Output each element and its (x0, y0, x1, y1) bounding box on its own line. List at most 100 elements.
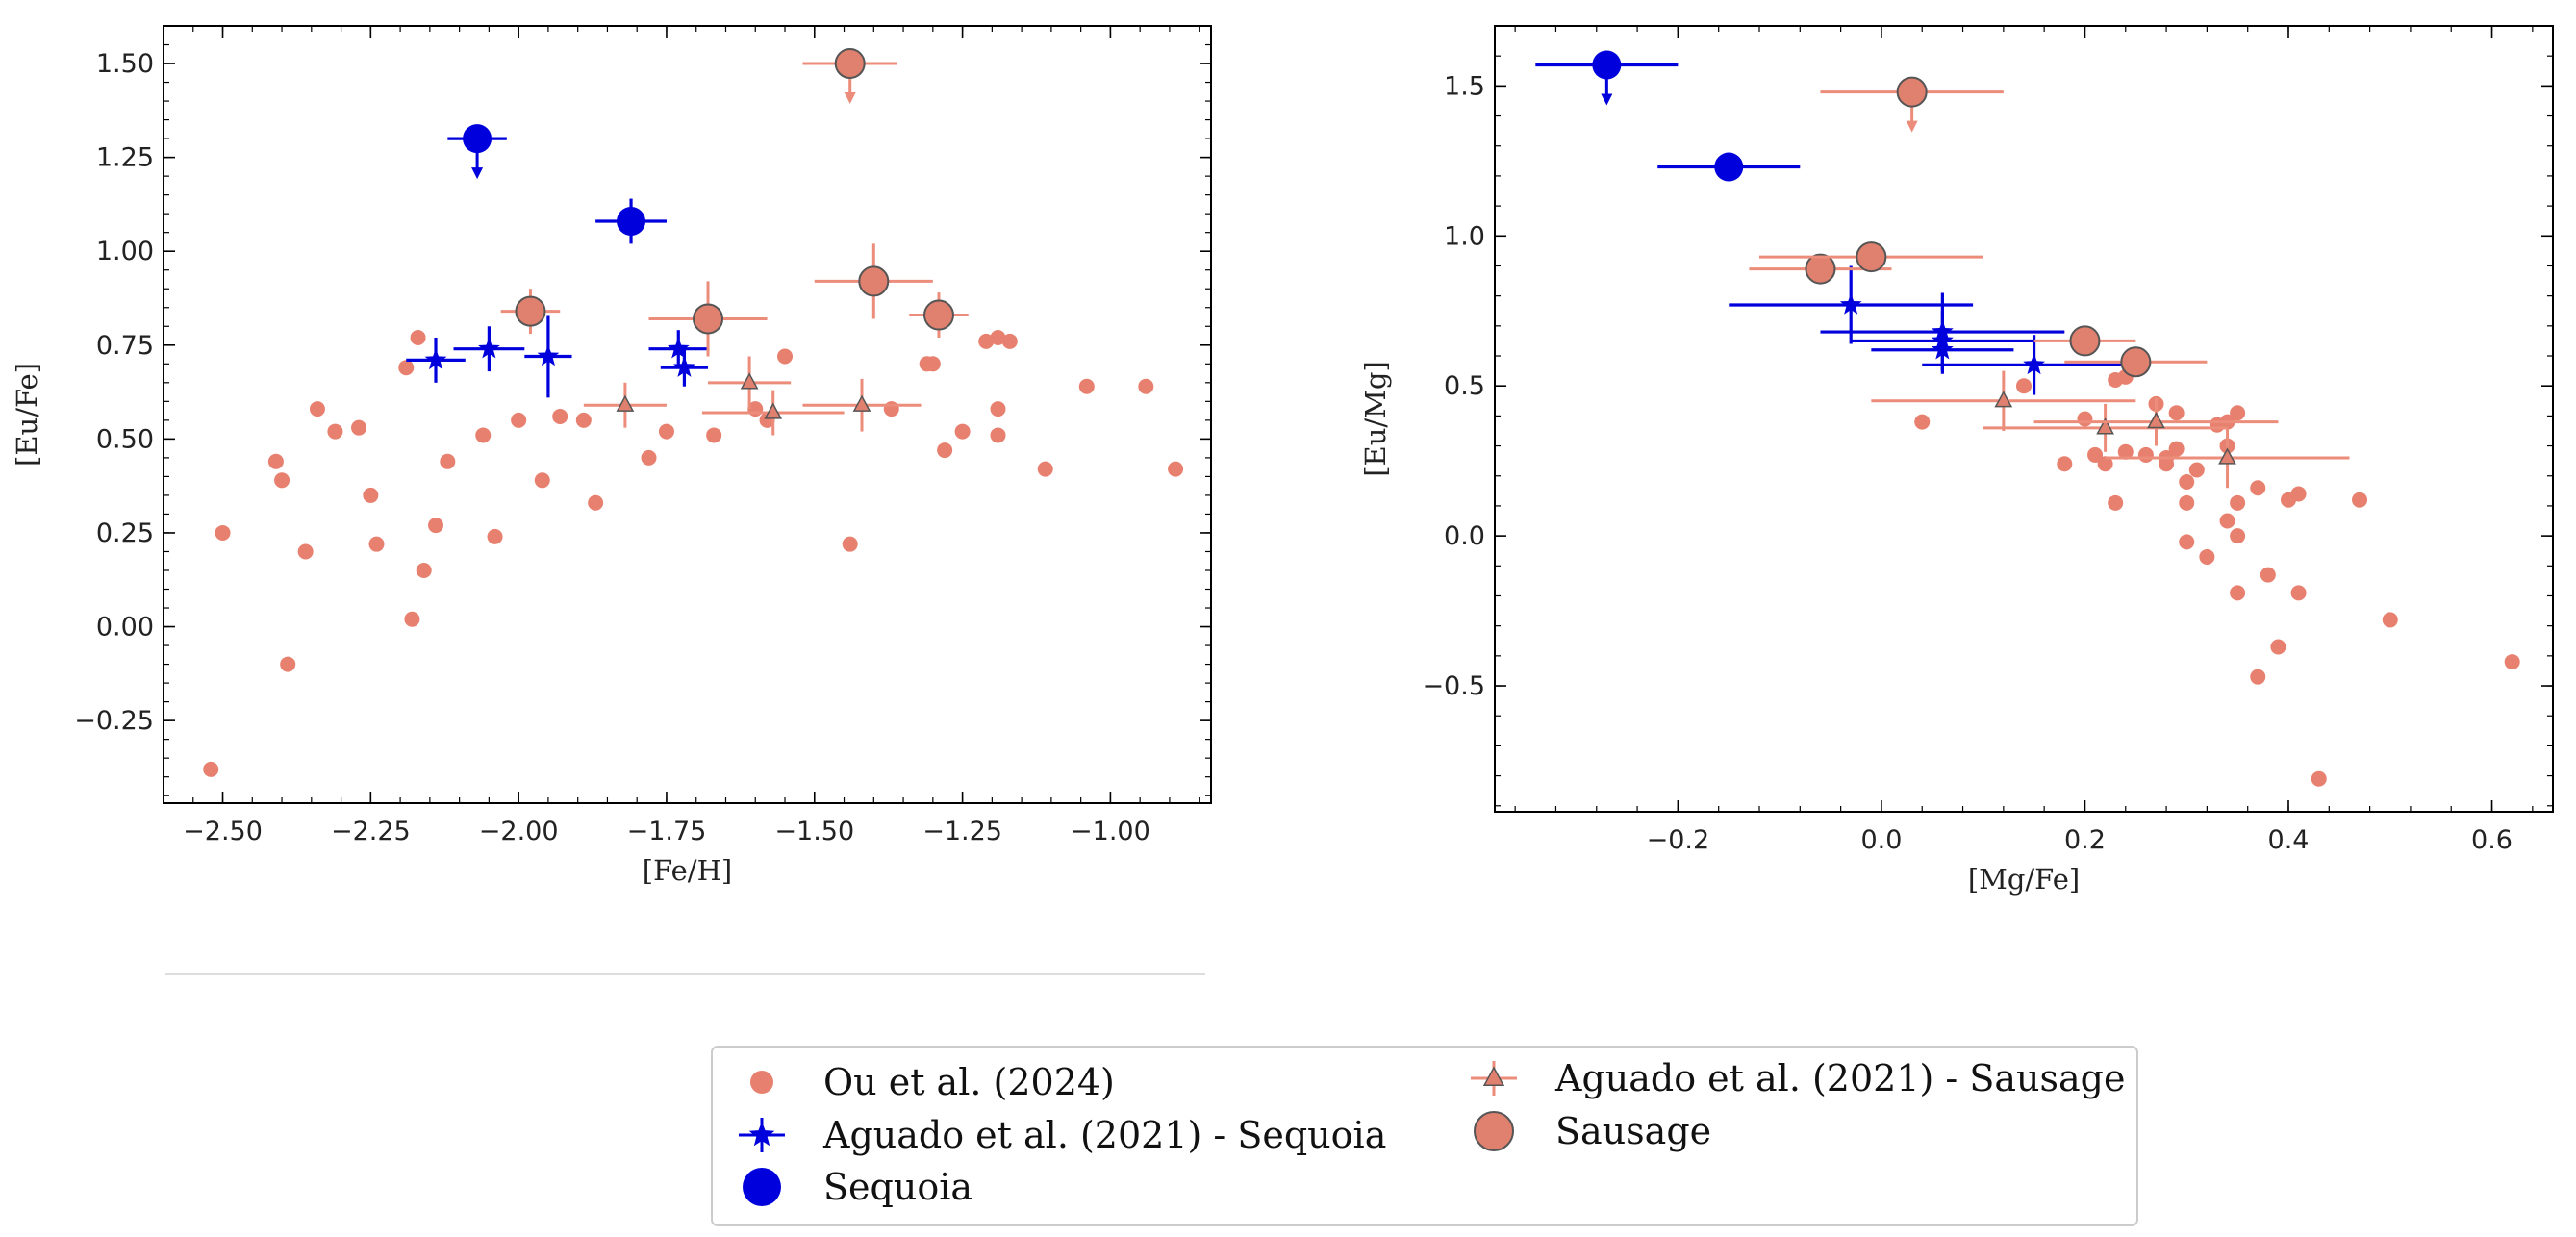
sausage-point (515, 295, 546, 327)
x-axis-label: [Mg/Fe] (1968, 863, 2080, 896)
ou-2024-point (990, 329, 1006, 345)
legend-entry-aguado_sausage: Aguado et al. (2021) - Sausage (1471, 1057, 2125, 1099)
x-tick-label: −2.00 (479, 817, 559, 846)
ou-2024-point (883, 401, 899, 417)
y-axis-label: [Eu/Fe] (11, 363, 43, 467)
legend-label: Aguado et al. (2021) - Sausage (1554, 1057, 2125, 1099)
legend-marker-ou (750, 1071, 773, 1094)
y-tick-label: 1.50 (96, 49, 154, 79)
legend-entry-sausage: Sausage (1474, 1110, 1711, 1152)
ou-2024-point (2199, 548, 2215, 565)
ou-2024-point (575, 412, 592, 428)
x-tick-label: −1.50 (774, 817, 854, 846)
aguado-sausage-point (2096, 417, 2114, 435)
ou-2024-point (2137, 446, 2154, 463)
ou-2024-point (706, 427, 722, 443)
ou-2024-point (2290, 585, 2307, 601)
ou-2024-point (2108, 494, 2124, 511)
ou-2024-point (2087, 446, 2104, 463)
y-tick-label: −0.5 (1422, 671, 1485, 701)
aguado-sequoia-point (424, 348, 447, 370)
ou-2024-point (641, 449, 657, 466)
ou-2024-point (924, 356, 941, 372)
ou-2024-point (2270, 639, 2286, 655)
ou-2024-point (658, 423, 674, 440)
ou-2024-point (309, 401, 325, 417)
ou-2024-point (511, 412, 527, 428)
ou-2024-point (2311, 770, 2327, 787)
ou-2024-point (2504, 654, 2520, 670)
ou-2024-point (297, 543, 314, 560)
sausage-point (2069, 325, 2101, 357)
sequoia-point (1592, 50, 1622, 80)
ou-2024-point (440, 453, 456, 469)
ou-2024-point (777, 348, 794, 365)
aguado-sequoia-point (673, 356, 695, 377)
ou-2024-point (937, 442, 953, 459)
upper-limit-arrow-head (471, 167, 484, 180)
ou-2024-point (368, 536, 385, 552)
ou-2024-point (2168, 441, 2185, 457)
x-tick-label: −1.00 (1071, 817, 1150, 846)
y-tick-label: 1.25 (96, 143, 154, 173)
ou-2024-point (2097, 456, 2113, 472)
x-tick-label: −2.50 (183, 817, 263, 846)
ou-2024-point (2168, 405, 2185, 421)
legend-entry-ou: Ou et al. (2024) (750, 1061, 1115, 1103)
ou-2024-point (2077, 411, 2093, 427)
x-tick-label: 0.0 (1860, 825, 1902, 855)
y-axis-label: [Eu/Mg] (1359, 361, 1392, 477)
ou-2024-point (404, 611, 420, 627)
aguado-sausage-point (1994, 391, 2013, 408)
ou-2024-point (2250, 669, 2266, 685)
sausage-point (922, 299, 954, 331)
legend-entry-sequoia: Sequoia (743, 1166, 972, 1208)
y-tick-label: 0.50 (96, 424, 154, 454)
ou-2024-point (2057, 456, 2073, 472)
legend-marker-triangle (1482, 1066, 1505, 1086)
sausage-point (2120, 346, 2152, 378)
legend: Ou et al. (2024) Aguado et al. (2021) - S… (711, 1046, 2138, 1226)
ou-2024-point (410, 329, 426, 345)
x-tick-label: 0.2 (2064, 825, 2106, 855)
y-tick-label: 1.0 (1444, 221, 1485, 251)
ou-2024-point (990, 401, 1006, 417)
ou-2024-point (1914, 414, 1931, 430)
ou-2024-point (267, 453, 284, 469)
y-tick-label: 0.25 (96, 518, 154, 548)
plot-frame (1494, 25, 2554, 813)
legend-marker-sausage (1474, 1111, 1514, 1151)
ou-2024-point (2250, 480, 2266, 496)
ou-2024-point (428, 518, 444, 534)
sequoia-point (1714, 152, 1744, 182)
ou-2024-point (2230, 585, 2246, 601)
ou-2024-point (990, 427, 1006, 443)
ou-2024-point (487, 528, 503, 544)
sequoia-point (463, 124, 492, 154)
aguado-sequoia-point (478, 337, 500, 359)
aguado-sequoia-point (537, 344, 560, 366)
ou-2024-point (534, 472, 550, 489)
y-tick-label: 0.00 (96, 613, 154, 643)
x-tick-label: 0.4 (2268, 825, 2310, 855)
y-tick-label: 0.0 (1444, 521, 1485, 551)
ou-2024-point (2179, 494, 2195, 511)
ou-2024-point (1037, 461, 1053, 477)
upper-limit-arrow-head (1601, 93, 1613, 106)
ou-2024-point (2159, 456, 2175, 472)
x-tick-label: −1.75 (627, 817, 707, 846)
x-tick-label: 0.6 (2471, 825, 2513, 855)
ou-2024-point (2260, 567, 2276, 583)
x-tick-label: −2.25 (331, 817, 411, 846)
aguado-sausage-point (2218, 447, 2236, 465)
aguado-sequoia-point (1839, 293, 1862, 315)
legend-frame (711, 1046, 2138, 1226)
ou-2024-point (1138, 378, 1154, 394)
panel-right-eu-mg-vs-mg-fe: −0.2 0.0 0.2 0.4 0.6 −0.5 0.0 0.5 1.0 1.5 [Mg/Fe] [… (1359, 25, 2554, 896)
y-tick-label: 0.5 (1444, 371, 1485, 401)
ou-2024-point (327, 423, 343, 440)
ou-2024-point (2179, 534, 2195, 550)
plot-frame (163, 25, 1212, 804)
ou-2024-point (2290, 486, 2307, 502)
aguado-sequoia-point (2023, 353, 2045, 375)
